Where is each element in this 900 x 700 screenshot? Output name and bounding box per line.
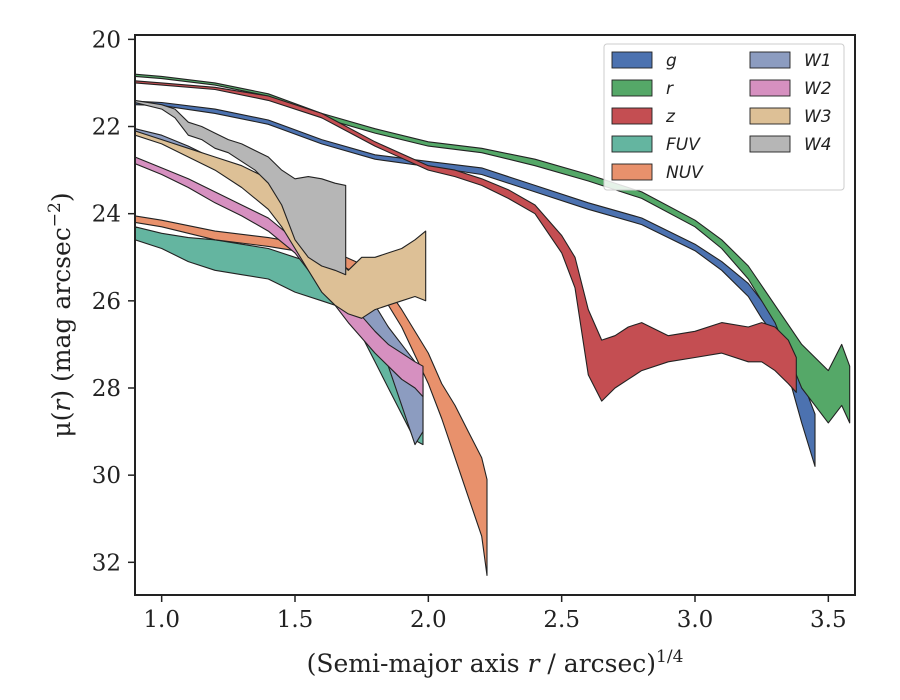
y-axis-title-mid: ) (mag arcsec [47,227,76,400]
x-tick-label: 2.0 [410,607,447,633]
series-band-z [135,80,797,402]
y-axis: 20 22 24 26 28 30 32 [92,27,135,576]
legend-swatch-z [611,107,653,125]
legend-label-w4: W4 [804,135,832,155]
legend-label-z: z [665,107,676,127]
y-tick-label: 30 [92,463,121,489]
y-tick-label: 26 [92,289,121,315]
x-axis-title: (Semi-major axis r / arcsec)1/4 [307,647,684,678]
y-axis-title-main: μ( [47,412,76,438]
y-axis-title-var: r [47,398,76,412]
legend-label-w3: W3 [804,107,832,127]
legend-label-w2: W2 [804,79,832,99]
legend-swatch-r [611,79,653,97]
series-band-g [135,100,816,467]
x-tick-label: 3.0 [677,607,714,633]
legend-swatch-nuv [611,163,653,181]
legend-swatch-w4 [749,135,791,153]
y-tick-label: 28 [92,376,121,402]
series-band-w2 [135,156,424,398]
y-axis-title-tail: ) [47,192,76,202]
y-axis-title-sup: −2 [45,202,65,227]
legend-label-fuv: FUV [666,135,701,155]
y-axis-title: μ(r) (mag arcsec−2) [45,192,76,437]
x-tick-label: 2.5 [543,607,580,633]
plot-frame [134,34,856,596]
x-tick-label: 1.5 [277,607,314,633]
y-tick-label: 32 [92,550,121,576]
series-areas [135,73,851,576]
x-axis: 1.0 1.5 2.0 2.5 3.0 3.5 [143,595,847,633]
legend-label-nuv: NUV [666,163,704,183]
x-axis-title-main: (Semi-major axis [307,649,528,678]
y-tick-label: 24 [92,202,121,228]
legend-label-r: r [666,79,674,99]
x-axis-title-var: r [528,649,542,678]
series-band-w4 [135,99,347,276]
x-tick-label: 1.0 [143,607,180,633]
x-axis-title-sup: 1/4 [656,647,683,667]
legend-swatch-w2 [749,79,791,97]
y-tick-label: 22 [92,115,121,141]
legend: grz FUV NUV W1 W2 W3 W4 [603,43,845,191]
legend-label-w1: W1 [804,51,832,71]
x-tick-label: 3.5 [810,607,847,633]
legend-swatch-g [611,51,653,69]
series-band-r [135,73,851,424]
x-axis-title-tail: / arcsec) [539,649,656,678]
legend-label-g: g [666,51,677,71]
legend-swatch-fuv [611,135,653,153]
legend-swatch-w3 [749,107,791,125]
legend-swatch-w1 [749,51,791,69]
y-tick-label: 20 [92,27,121,53]
